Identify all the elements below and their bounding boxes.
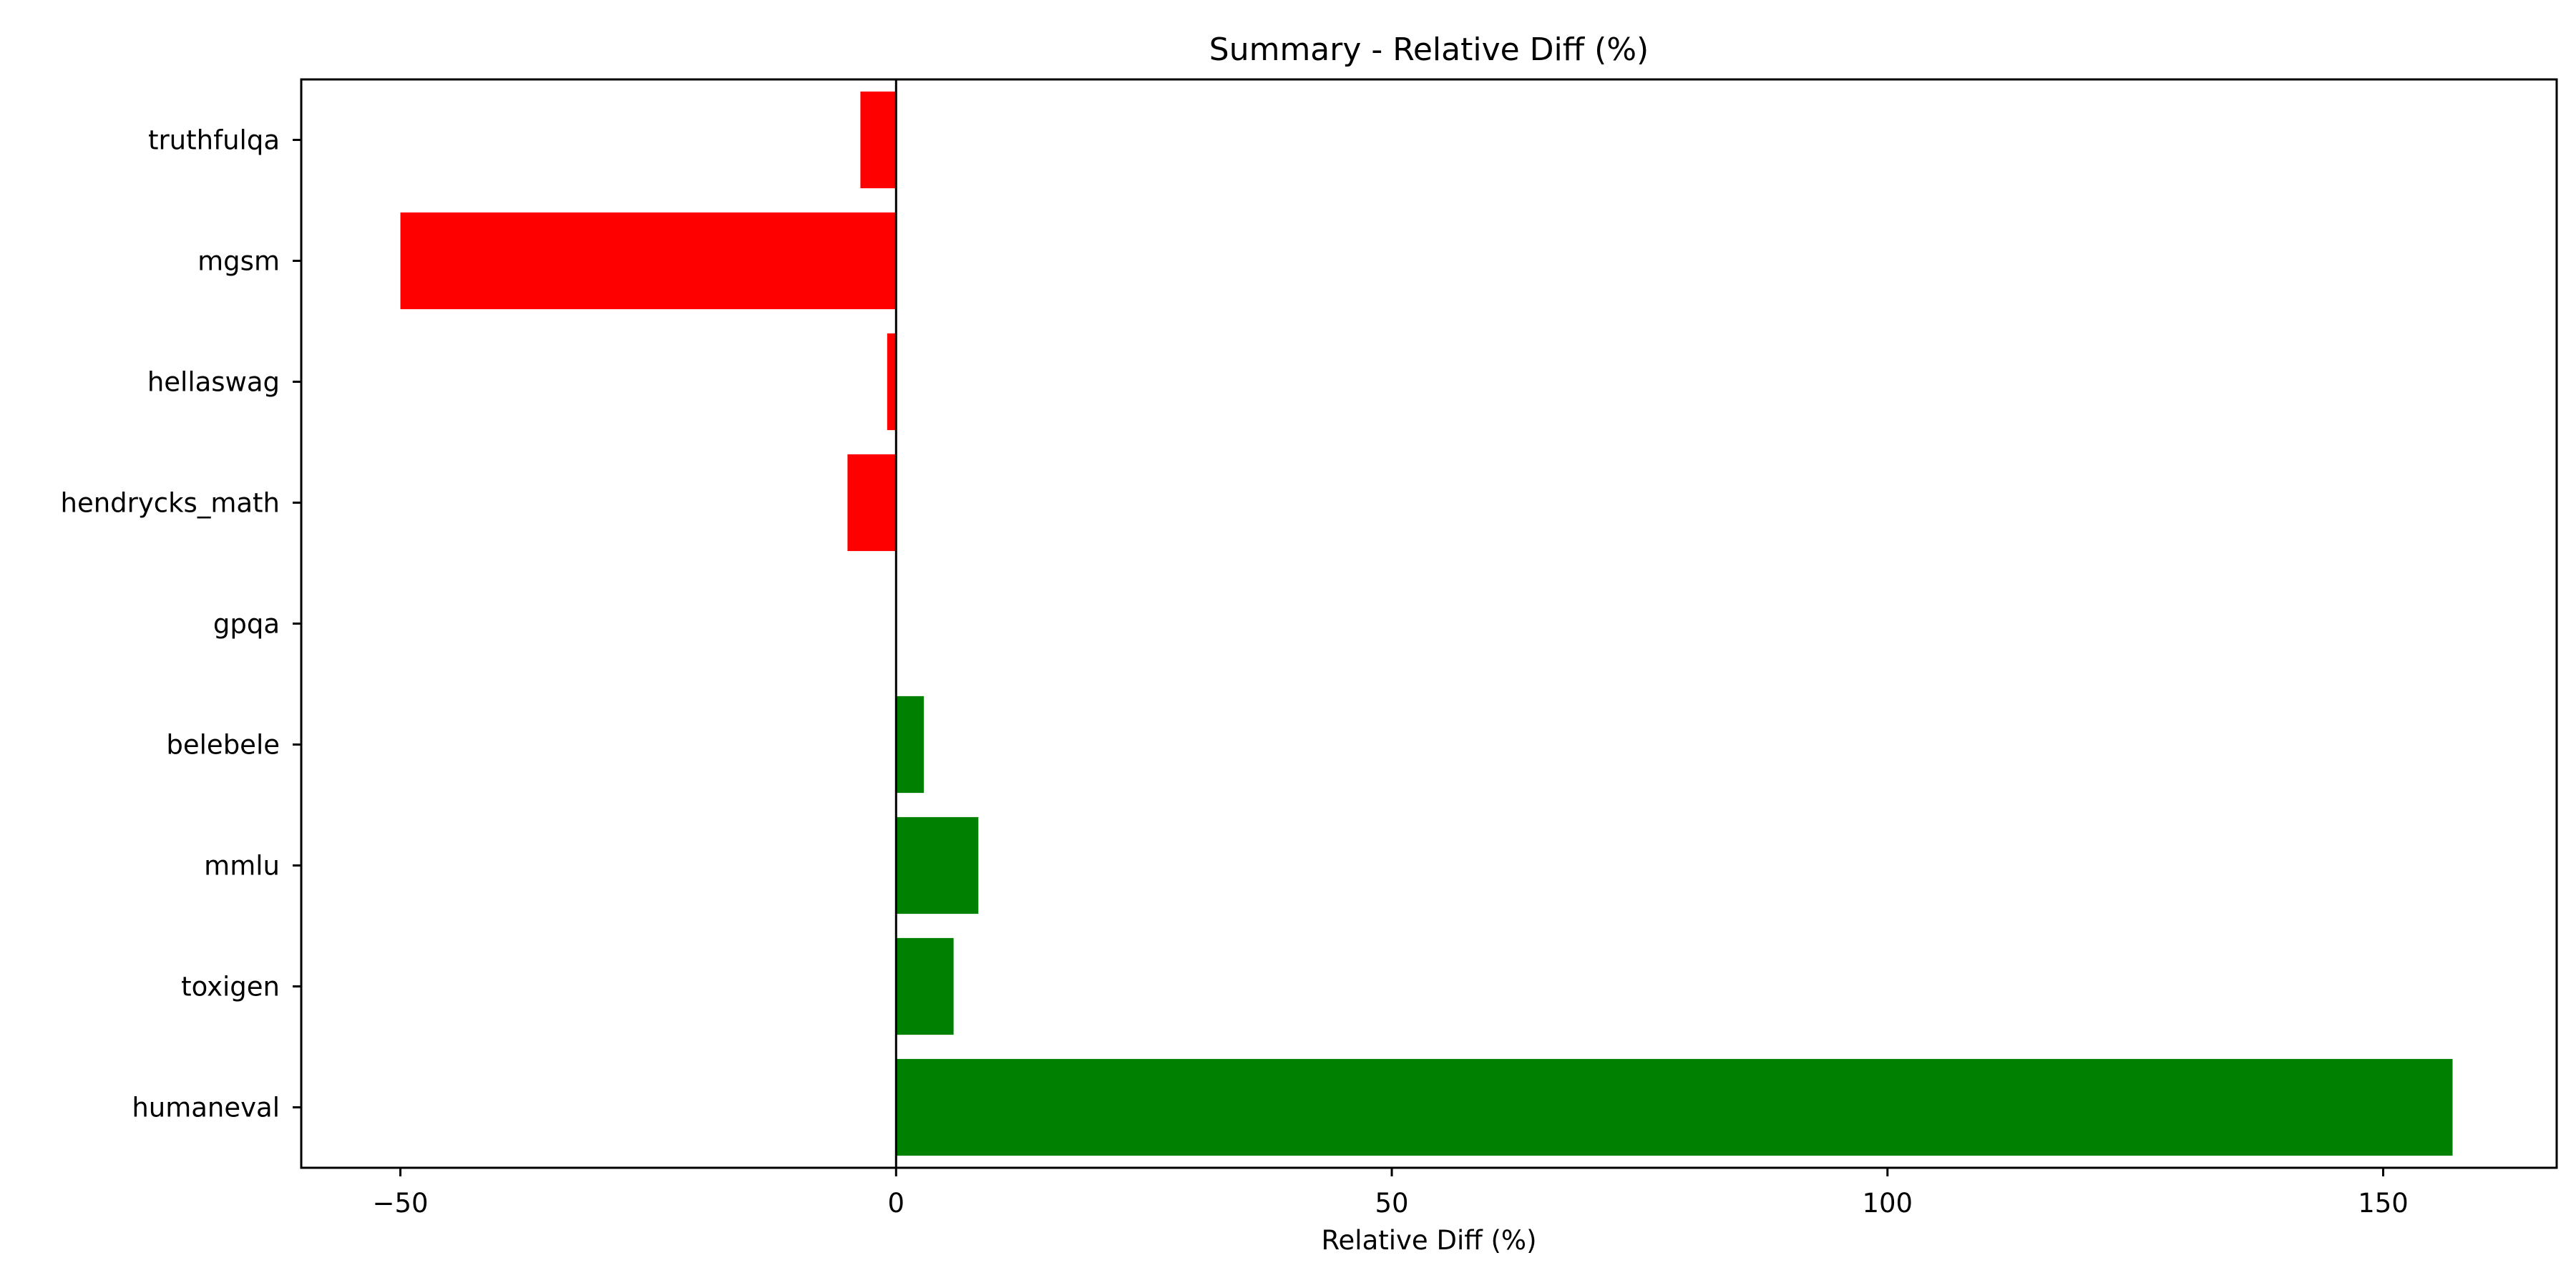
y-tick-label: truthfulqa (148, 125, 280, 156)
y-tick-label: hellaswag (147, 367, 280, 398)
x-axis-ticks: −50 0 50 100 150 (373, 1168, 2409, 1219)
chart-title: Summary - Relative Diff (%) (1209, 31, 1649, 68)
x-tick-label: 50 (1375, 1188, 1408, 1219)
bar-truthfulqa (860, 91, 897, 189)
y-tick-label: gpqa (213, 609, 280, 640)
y-tick-label: belebele (166, 730, 280, 761)
y-tick-label: mmlu (204, 851, 280, 882)
x-tick-label: 0 (888, 1188, 905, 1219)
y-tick-label: humaneval (132, 1093, 280, 1123)
plot-frame (300, 78, 2558, 1169)
bar-hendrycks_math (847, 454, 897, 552)
bar-mgsm (400, 212, 897, 310)
x-axis-label: Relative Diff (%) (1321, 1225, 1536, 1256)
y-axis-ticks: truthfulqa mgsm hellaswag hendrycks_mathgpq… (61, 125, 301, 1123)
bar-mmlu (896, 816, 979, 914)
y-tick-label: mgsm (197, 246, 280, 277)
x-tick-label: −50 (373, 1188, 429, 1219)
bar-hellaswag (887, 333, 897, 431)
bar-belebele (896, 696, 924, 794)
bars (400, 91, 2453, 1156)
bar-toxigen (896, 937, 954, 1035)
bar-humaneval (896, 1058, 2453, 1156)
x-tick-label: 100 (1862, 1188, 1913, 1219)
y-tick-label: toxigen (181, 972, 280, 1002)
y-tick-label: hendrycks_math (61, 488, 280, 519)
x-tick-label: 150 (2358, 1188, 2409, 1219)
